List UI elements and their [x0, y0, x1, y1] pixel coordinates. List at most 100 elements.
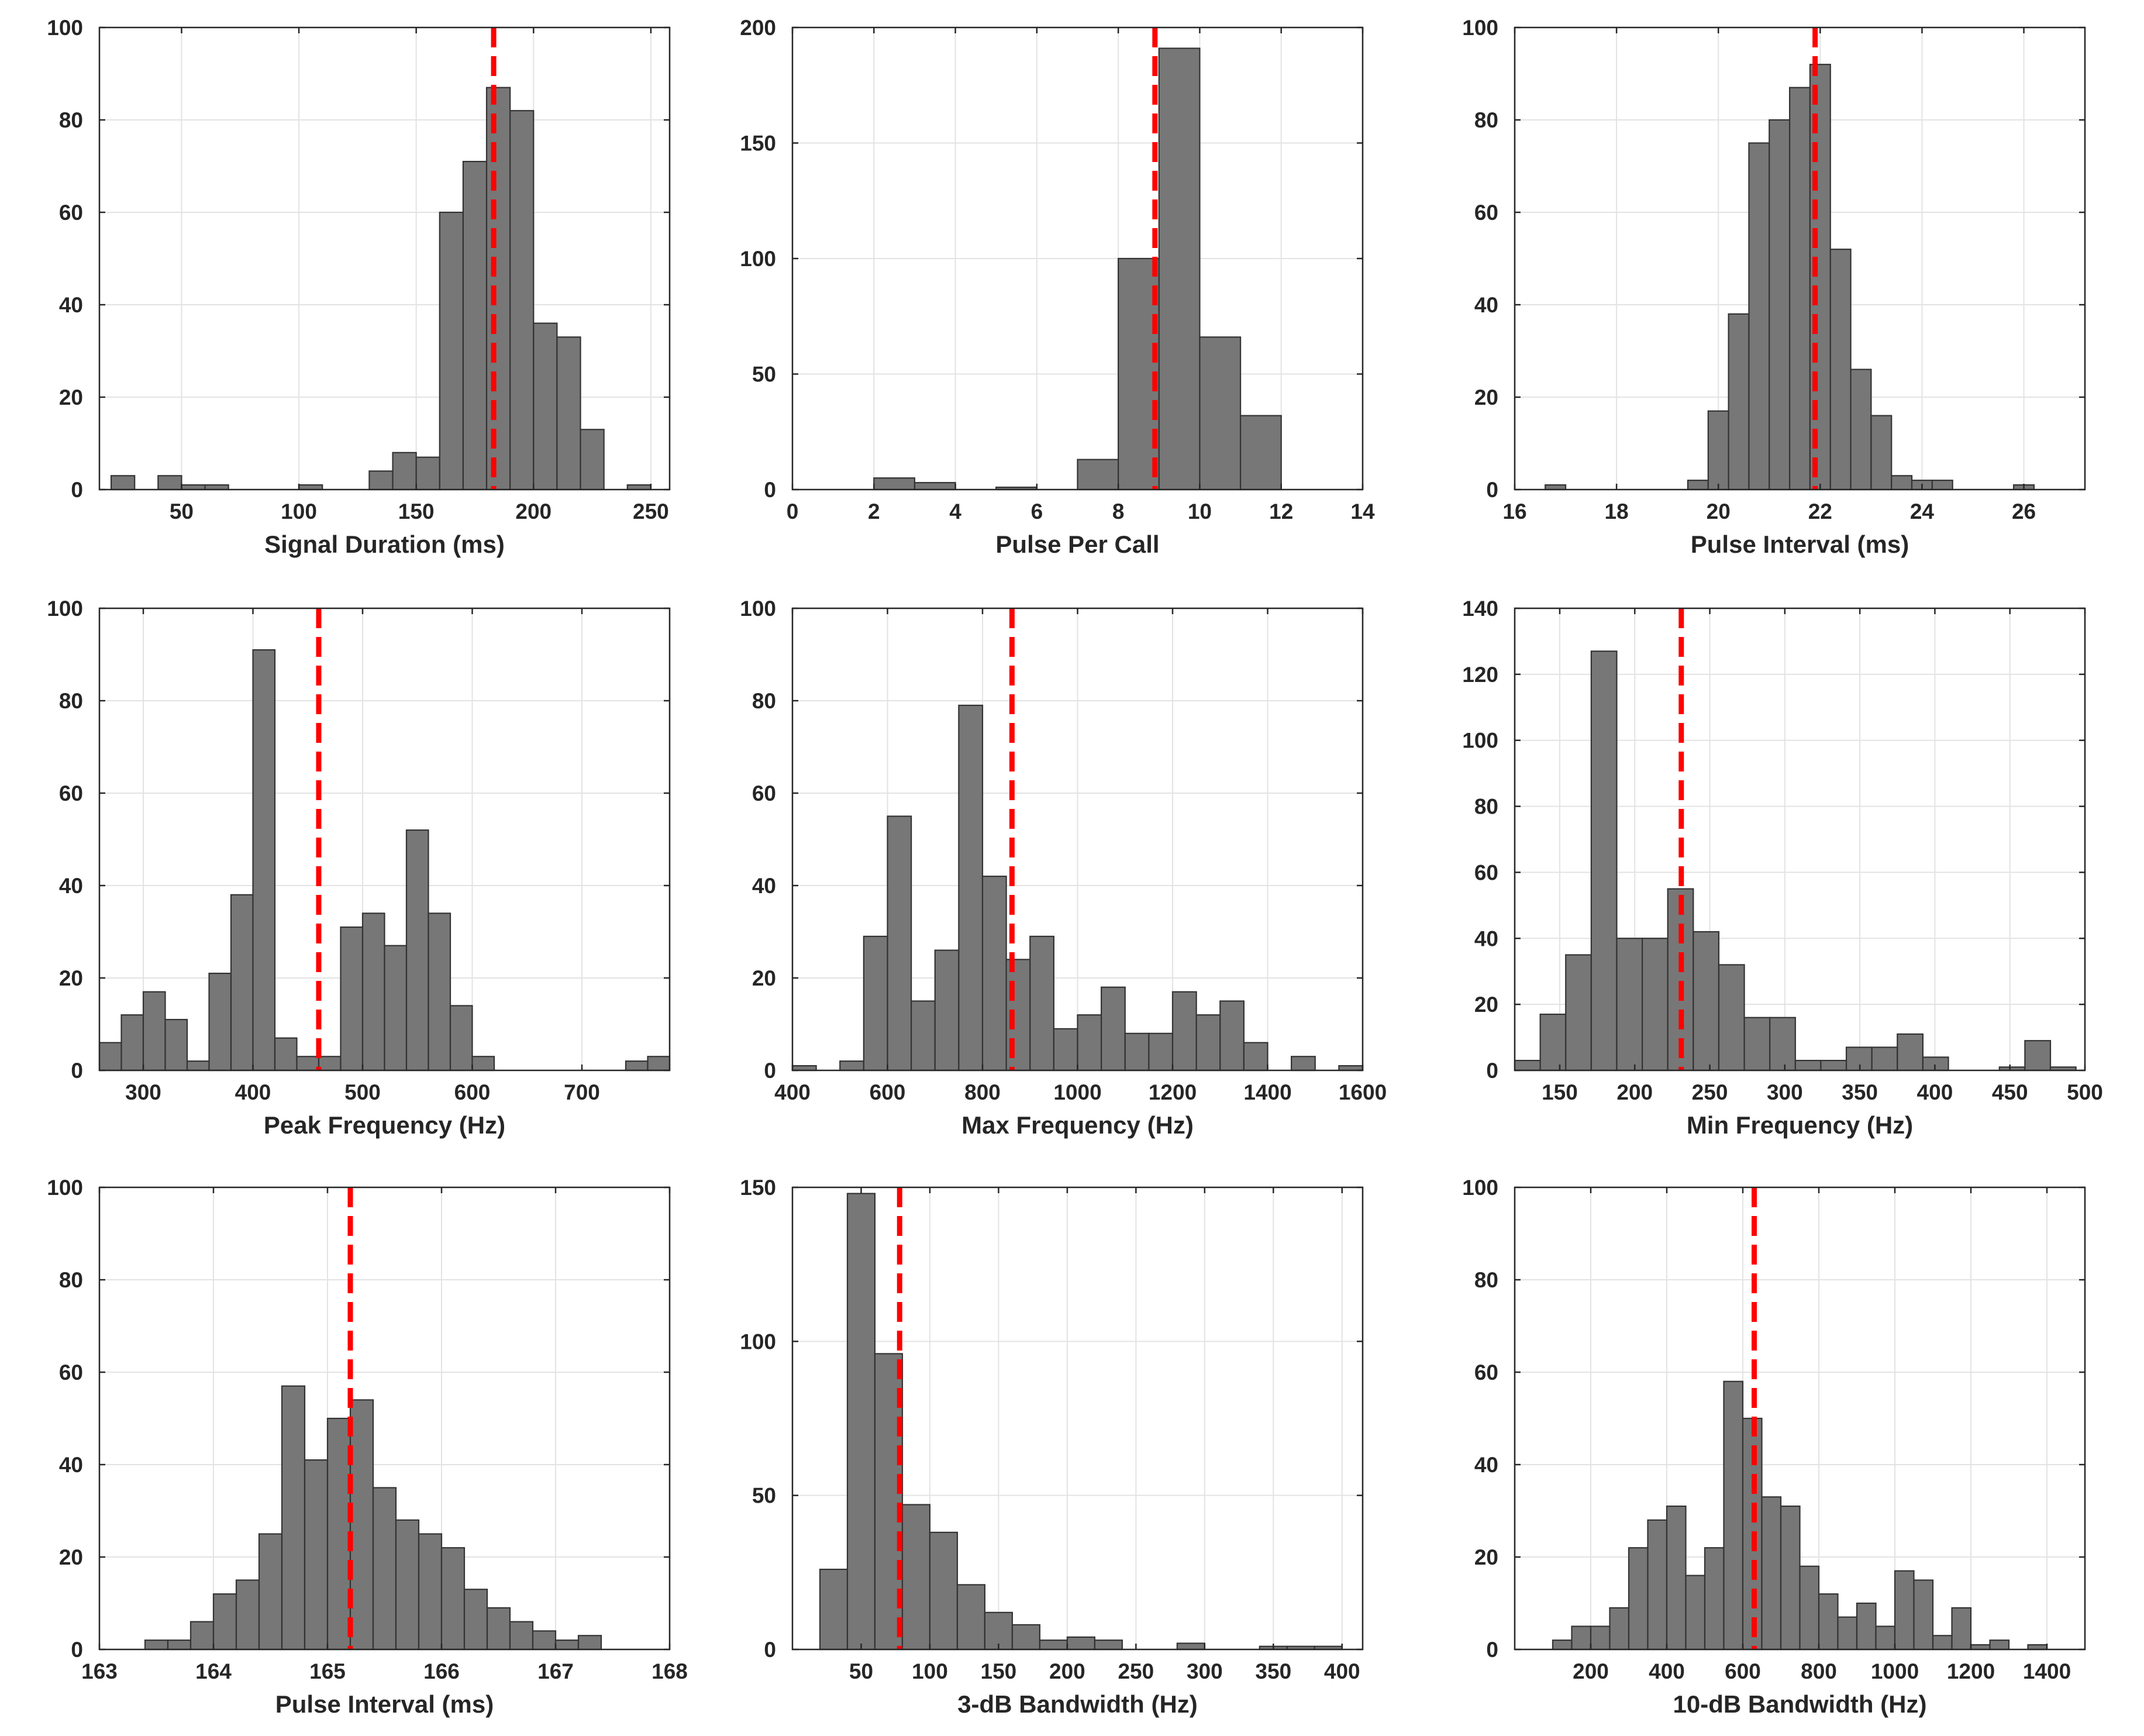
- y-tick-label: 50: [752, 1484, 776, 1508]
- x-tick-label: 300: [1187, 1659, 1223, 1683]
- y-tick-label: 80: [59, 1268, 83, 1292]
- x-tick-label: 1600: [1339, 1080, 1387, 1104]
- x-tick-label: 50: [170, 500, 194, 523]
- x-axis-label: Min Frequency (Hz): [1687, 1111, 1913, 1139]
- histogram-bar: [1291, 1056, 1316, 1072]
- histogram-bar: [577, 1635, 602, 1651]
- histogram-bar: [1628, 1547, 1649, 1651]
- histogram-bar: [863, 935, 888, 1072]
- histogram-bar: [1176, 1642, 1205, 1651]
- histogram-bar: [873, 477, 916, 491]
- x-axis-label: 10-dB Bandwidth (Hz): [1673, 1690, 1927, 1718]
- x-tick-label: 600: [870, 1080, 906, 1104]
- histogram-bar: [212, 1593, 237, 1651]
- histogram-bar: [1769, 1017, 1796, 1072]
- histogram-bar: [1195, 1014, 1221, 1072]
- histogram-bar: [1514, 1059, 1541, 1072]
- x-tick-label: 50: [849, 1659, 873, 1683]
- x-tick-label: 400: [1324, 1659, 1360, 1683]
- histogram-bar: [1932, 1635, 1953, 1651]
- x-tick-label: 300: [1767, 1080, 1803, 1104]
- axes-frame: [1514, 607, 2086, 1072]
- histogram-bar: [1875, 1625, 1896, 1651]
- histogram-bar: [186, 1060, 210, 1072]
- histogram-bar: [449, 1005, 473, 1072]
- histogram-bar: [1769, 119, 1791, 491]
- histogram-bar: [1685, 1575, 1706, 1651]
- histogram-bar: [110, 475, 136, 491]
- histogram-bar: [1794, 1059, 1822, 1072]
- y-tick-label: 100: [740, 597, 776, 621]
- y-tick-label: 40: [1474, 1453, 1498, 1477]
- histogram-bar: [439, 211, 464, 491]
- histogram-bar: [296, 1056, 320, 1072]
- histogram-bar: [428, 912, 451, 1072]
- y-tick-label: 60: [1474, 860, 1498, 884]
- histogram-bar: [911, 1000, 936, 1072]
- histogram-bar: [395, 1519, 420, 1651]
- histogram-bar: [1571, 1625, 1592, 1651]
- x-tick-label: 167: [537, 1659, 574, 1683]
- bars: [873, 47, 1282, 491]
- histogram-bar: [554, 1639, 580, 1651]
- histogram-bar: [189, 1621, 215, 1651]
- x-tick-label: 250: [1692, 1080, 1728, 1104]
- y-tick-label: 40: [59, 874, 83, 898]
- y-tick-label: 60: [1474, 1360, 1498, 1384]
- y-tick-label: 0: [71, 1638, 83, 1662]
- histogram-bar: [1077, 1014, 1102, 1072]
- x-axis-label: Pulse Interval (ms): [275, 1690, 494, 1718]
- histogram-panel-3: 16 18 20 22 24 26 0 20 40 60 80 100 Pulse Interval (…: [1462, 16, 2086, 558]
- axes-frame: [98, 1186, 671, 1651]
- y-tick-label: 80: [59, 689, 83, 713]
- y-tick-label: 0: [764, 1638, 776, 1662]
- y-tick-label: 40: [59, 1453, 83, 1477]
- histogram-bar: [532, 1630, 557, 1651]
- histogram-bar: [208, 972, 232, 1072]
- histogram-bar: [462, 161, 488, 491]
- y-tick-label: 100: [47, 16, 83, 40]
- ticks: 16 18 20 22 24 26 0 20 40 60 80 100: [1462, 16, 2085, 523]
- histogram-bar: [392, 452, 417, 491]
- histogram-bar: [164, 1018, 188, 1072]
- x-tick-label: 10: [1188, 500, 1212, 523]
- x-tick-label: 150: [981, 1659, 1017, 1683]
- ticks: 50 100 150 200 250 300 350 400 0 50 100 150: [740, 1176, 1363, 1683]
- histogram-bar: [372, 1487, 397, 1651]
- histogram-bar: [1094, 1639, 1123, 1651]
- y-tick-label: 80: [1474, 108, 1498, 132]
- x-tick-label: 1400: [2023, 1659, 2071, 1683]
- histogram-bar: [252, 649, 276, 1072]
- x-tick-label: 400: [235, 1080, 271, 1104]
- y-tick-label: 60: [752, 781, 776, 805]
- y-tick-label: 20: [59, 385, 83, 409]
- x-tick-label: 1400: [1243, 1080, 1291, 1104]
- histogram-bar: [1743, 1017, 1771, 1072]
- x-tick-label: 1000: [1053, 1080, 1101, 1104]
- y-tick-label: 60: [59, 1360, 83, 1384]
- histogram-bar: [1666, 1506, 1687, 1651]
- ticks: 0 2 4 6 8 10 12 14 0 50 100 150 200: [740, 16, 1375, 523]
- y-tick-label: 100: [740, 1329, 776, 1353]
- x-tick-label: 12: [1269, 500, 1293, 523]
- histogram-bar: [901, 1504, 931, 1651]
- histogram-bar: [274, 1037, 298, 1072]
- y-tick-label: 150: [740, 132, 776, 156]
- histogram-bar: [1728, 313, 1750, 491]
- histogram-bar: [326, 1417, 351, 1651]
- histogram-bar: [157, 475, 182, 491]
- histogram-bar: [1616, 938, 1643, 1072]
- y-tick-label: 100: [47, 597, 83, 621]
- y-tick-label: 100: [740, 247, 776, 271]
- histogram-panel-5: 400 600 800 1000 1200 1400 1600 0 20 40 60 80 100 Max…: [740, 597, 1387, 1139]
- y-tick-label: 0: [1486, 478, 1498, 502]
- y-tick-label: 0: [764, 478, 776, 502]
- x-tick-label: 400: [1917, 1080, 1953, 1104]
- histogram-bar: [533, 322, 558, 491]
- x-tick-label: 250: [1118, 1659, 1154, 1683]
- bars: [110, 87, 652, 491]
- x-tick-label: 200: [1049, 1659, 1085, 1683]
- histogram-bar: [98, 1042, 122, 1072]
- histogram-bar: [1799, 1565, 1820, 1651]
- histogram-bar: [1158, 47, 1201, 491]
